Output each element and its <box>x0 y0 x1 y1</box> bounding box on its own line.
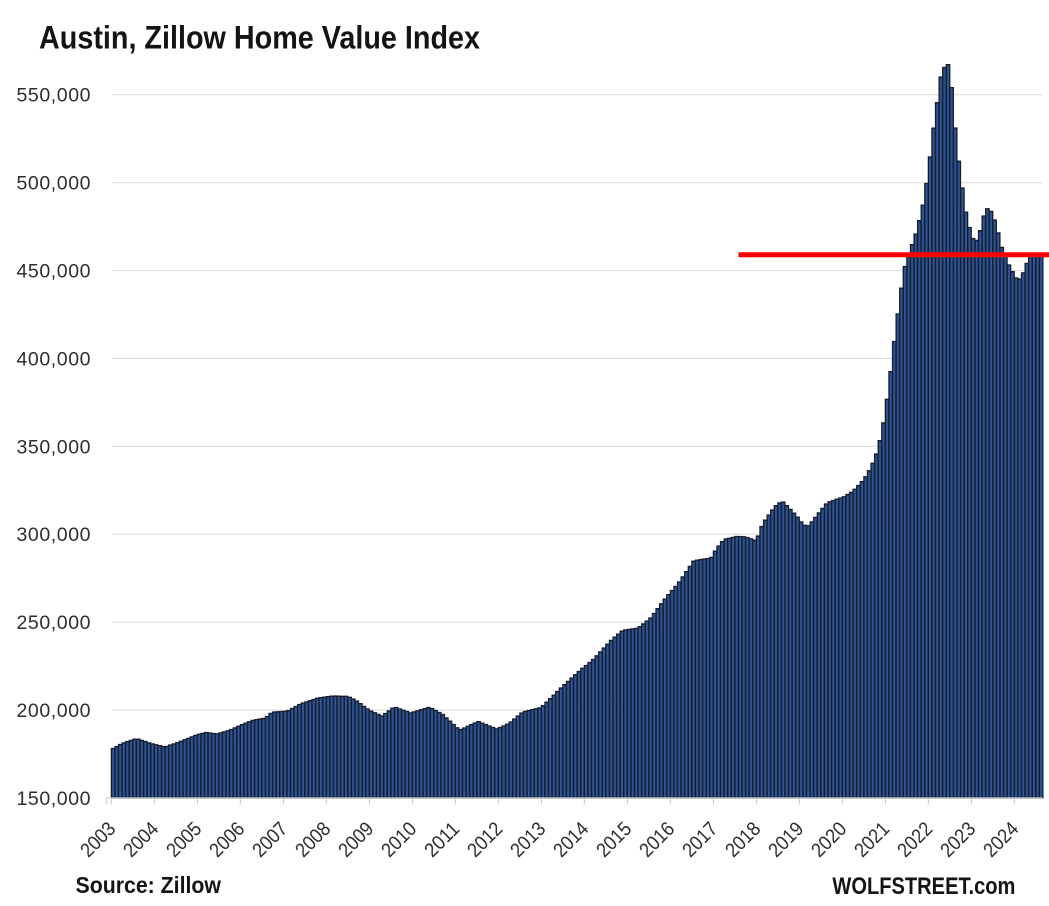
svg-text:Austin, Zillow Home Value Inde: Austin, Zillow Home Value Index <box>39 20 480 56</box>
svg-text:150,000: 150,000 <box>17 788 91 810</box>
svg-text:250,000: 250,000 <box>17 612 91 634</box>
svg-text:500,000: 500,000 <box>17 173 91 195</box>
svg-text:Source: Zillow: Source: Zillow <box>76 872 222 898</box>
svg-text:350,000: 350,000 <box>17 436 91 458</box>
svg-text:550,000: 550,000 <box>17 85 91 107</box>
svg-text:300,000: 300,000 <box>17 524 91 546</box>
svg-text:WOLFSTREET.com: WOLFSTREET.com <box>832 873 1015 900</box>
svg-text:200,000: 200,000 <box>17 700 91 722</box>
svg-text:450,000: 450,000 <box>17 261 91 283</box>
svg-text:400,000: 400,000 <box>17 348 91 370</box>
